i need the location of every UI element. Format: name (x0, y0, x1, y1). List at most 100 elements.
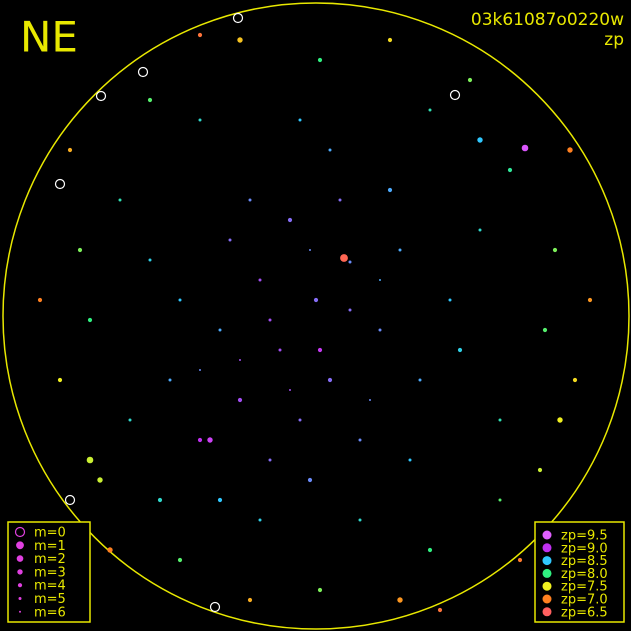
star (542, 327, 548, 333)
zp-legend-label: zp=9.0 (561, 541, 608, 556)
star (198, 118, 202, 122)
star (387, 37, 393, 43)
star (309, 249, 311, 251)
star (137, 66, 149, 78)
star (378, 328, 382, 332)
star (199, 369, 201, 371)
star (268, 458, 272, 462)
mag-legend-label: m=3 (34, 565, 66, 580)
star (348, 260, 352, 264)
star (567, 147, 573, 153)
star (118, 198, 122, 202)
zp-legend-dot (542, 607, 552, 617)
zp-legend-dot (542, 556, 552, 566)
mag-legend-label: m=6 (34, 605, 66, 620)
zp-legend-dot (542, 530, 552, 540)
star (397, 597, 403, 603)
star (358, 518, 362, 522)
star (258, 278, 262, 282)
zp-legend-dot (542, 581, 552, 591)
mag-legend-dot (17, 583, 23, 588)
star (237, 397, 243, 403)
star (557, 417, 563, 423)
star (478, 228, 482, 232)
mag-legend-dot (14, 526, 26, 538)
star (232, 12, 244, 24)
zp-legend-label: zp=7.0 (561, 593, 608, 608)
star (307, 477, 313, 483)
star (87, 317, 93, 323)
star (218, 328, 222, 332)
star (178, 298, 182, 302)
star (298, 118, 302, 122)
chart-title: NE (20, 13, 78, 62)
zp-legend-dot (542, 543, 552, 553)
star (289, 389, 291, 391)
zp-legend-label: zp=8.5 (561, 554, 608, 569)
zp-legend-dot (542, 568, 552, 578)
star (572, 377, 578, 383)
star (67, 147, 73, 153)
star (317, 587, 323, 593)
star (498, 418, 502, 422)
mag-legend-label: m=5 (34, 592, 66, 607)
star (552, 247, 558, 253)
star (207, 437, 213, 443)
zp-legend-dot (542, 594, 552, 604)
star (587, 297, 593, 303)
star (157, 497, 163, 503)
star (379, 279, 381, 281)
star (57, 377, 63, 383)
star (97, 477, 103, 483)
star (369, 399, 371, 401)
star (107, 547, 113, 553)
color-label: zp (604, 30, 624, 50)
mag-legend-dot (19, 610, 21, 613)
zp-legend-label: zp=8.0 (561, 567, 608, 582)
zp-legend-label: zp=7.5 (561, 580, 608, 595)
star (177, 557, 183, 563)
mag-legend-dot (18, 597, 22, 600)
star (298, 418, 302, 422)
subtitle: 03k61087o0220w (471, 10, 624, 30)
star (248, 198, 252, 202)
star (197, 437, 203, 443)
star (77, 247, 83, 253)
star (228, 238, 232, 242)
stars (37, 12, 593, 613)
mag-legend-label: m=0 (34, 526, 66, 541)
star (408, 458, 412, 462)
legend: m=0m=1m=2m=3m=4m=5m=6zp=9.5zp=9.0zp=8.5z… (14, 526, 608, 620)
star (217, 497, 223, 503)
star (467, 77, 473, 83)
star (398, 248, 402, 252)
star (317, 57, 323, 63)
star (387, 187, 393, 193)
star (517, 557, 523, 563)
star (521, 144, 529, 152)
star (239, 359, 241, 361)
star (427, 547, 433, 553)
star (148, 258, 152, 262)
star (95, 90, 107, 102)
star (247, 597, 253, 603)
mag-legend-dot (16, 541, 24, 550)
mag-legend-label: m=1 (34, 539, 66, 554)
star (477, 137, 483, 143)
star (37, 297, 43, 303)
star (317, 347, 323, 353)
star (449, 89, 461, 101)
star (507, 167, 513, 173)
zp-legend-label: zp=9.5 (561, 529, 608, 544)
star (358, 438, 362, 442)
star (327, 377, 333, 383)
star (258, 518, 262, 522)
star (209, 601, 221, 613)
mag-legend-dot (17, 569, 23, 575)
star (340, 254, 348, 262)
star (418, 378, 422, 382)
star (457, 347, 463, 353)
star (287, 217, 293, 223)
